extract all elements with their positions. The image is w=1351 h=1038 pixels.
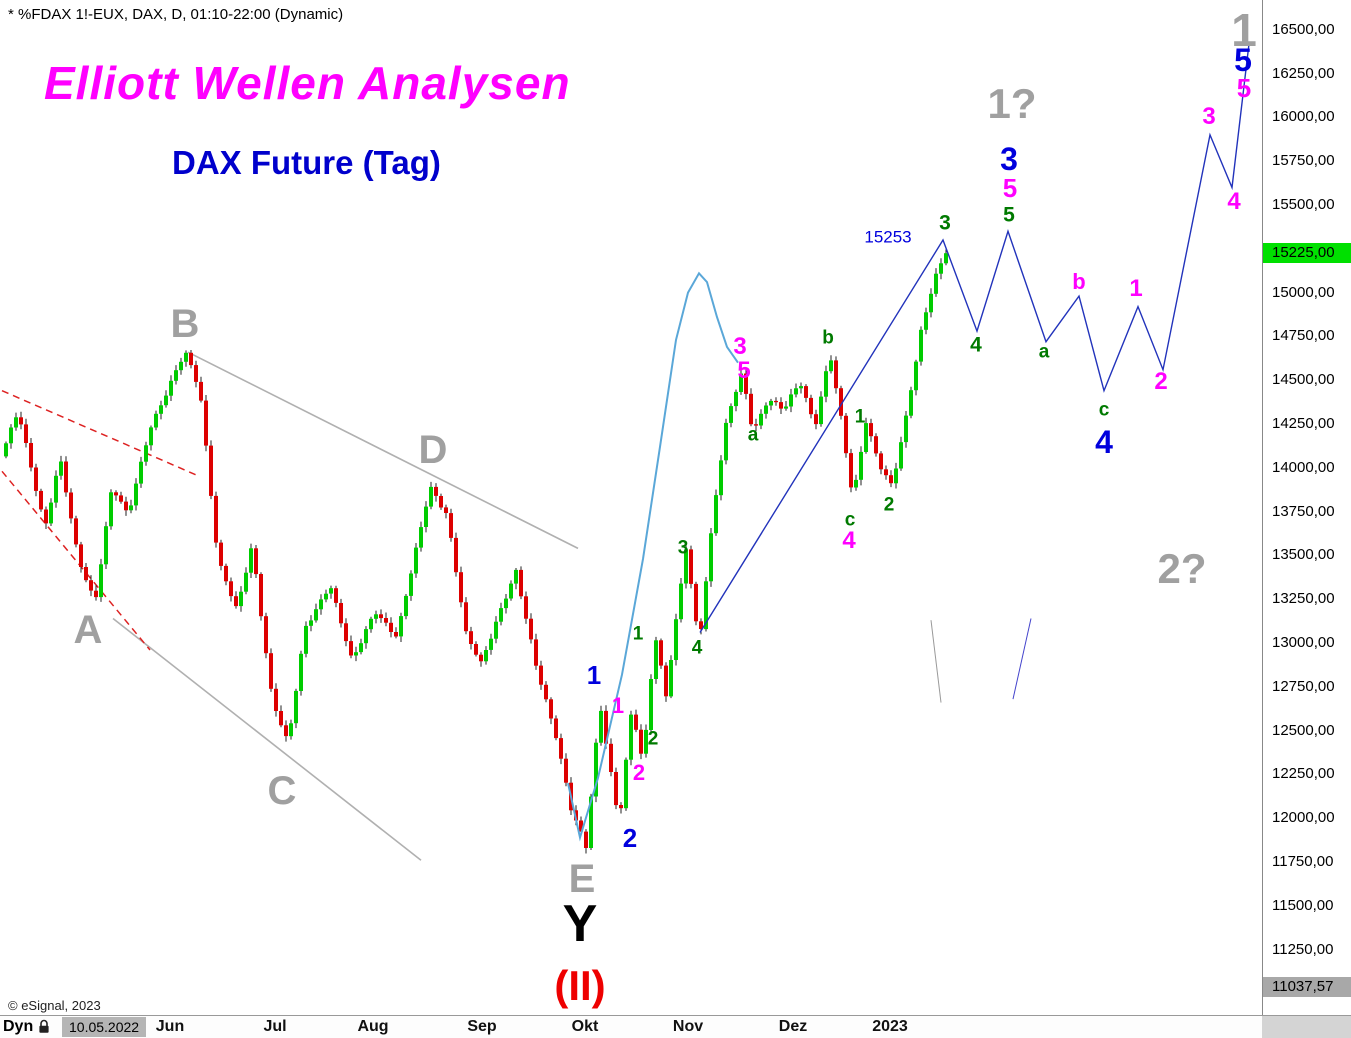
price-axis[interactable]: 16500,00 16250,00 16000,00 15750,00 15500,00…: [1262, 0, 1351, 1015]
month-label: Nov: [672, 1018, 704, 1035]
month-label: Dez: [778, 1018, 808, 1035]
month-label: Jun: [155, 1018, 185, 1035]
wave-label[interactable]: 3: [677, 537, 689, 559]
cyan-wave-curve: [567, 271, 739, 842]
price-tick: 13500,00: [1272, 546, 1335, 564]
price-tick: 15500,00: [1272, 196, 1335, 213]
wave-label[interactable]: 1: [1129, 275, 1143, 303]
wave-label[interactable]: 1: [586, 660, 602, 691]
dyn-mode-button[interactable]: Dyn: [3, 1018, 34, 1035]
wave-label[interactable]: c: [844, 509, 856, 530]
price-tick: 16000,00: [1272, 108, 1335, 126]
price-tick: 11250,00: [1272, 940, 1334, 958]
wave-label[interactable]: 2: [647, 728, 659, 750]
price-tick: 15000,00: [1272, 283, 1335, 301]
scroll-start-date[interactable]: 10.05.2022: [62, 1017, 147, 1037]
price-tick: 13250,00: [1272, 590, 1335, 608]
chart-plot-area[interactable]: B A C D E 1? 2? 1 Y (II) 15253 1 2 3 4 5 1 2 3 5 4 5 b 1 2 3 4 5 1 2 3…: [0, 0, 1262, 1015]
month-label: 2023: [872, 1018, 908, 1035]
analysis-subtitle[interactable]: DAX Future (Tag): [172, 144, 441, 181]
wave-label[interactable]: 4: [970, 333, 982, 357]
candlestick-series: [4, 249, 948, 854]
faint-line-segment: [930, 620, 942, 703]
month-label: Okt: [571, 1018, 599, 1035]
price-tick: 15750,00: [1272, 152, 1335, 170]
wave-label[interactable]: C: [267, 769, 297, 814]
analysis-title[interactable]: Elliott Wellen Analysen: [44, 57, 571, 109]
wave-label[interactable]: 2: [622, 822, 638, 853]
wave-label[interactable]: 5: [1003, 203, 1015, 227]
wave-label[interactable]: 3: [1000, 141, 1018, 178]
wave-label[interactable]: 5: [1002, 172, 1018, 203]
wave-label[interactable]: b: [1072, 269, 1086, 295]
price-tick: 14250,00: [1272, 415, 1335, 432]
price-tick: 14500,00: [1272, 371, 1335, 389]
wave-label[interactable]: 4: [691, 637, 703, 659]
wave-label[interactable]: 2?: [1157, 545, 1207, 593]
month-label: Aug: [357, 1018, 389, 1035]
wave-label[interactable]: B: [170, 302, 200, 347]
price-tick: 11750,00: [1272, 853, 1334, 870]
wave-label[interactable]: 3: [733, 332, 747, 360]
wave-label[interactable]: (II): [554, 962, 606, 1010]
price-tick: 11500,00: [1272, 896, 1334, 914]
wave-label[interactable]: b: [822, 327, 834, 349]
price-tick: 12750,00: [1272, 677, 1335, 695]
axis-corner: [1262, 1016, 1351, 1038]
price-tick: 12250,00: [1272, 765, 1335, 783]
month-label: Jul: [263, 1018, 287, 1035]
wave-label[interactable]: 4: [1095, 423, 1113, 460]
wave-label[interactable]: 4: [842, 527, 856, 555]
wave-label[interactable]: 3: [939, 211, 951, 234]
time-axis-bar: Dyn 10.05.2022 Jun Jul Aug Sep Okt Nov Dez 2023: [0, 1015, 1351, 1038]
price-tick: 14000,00: [1272, 458, 1335, 476]
wave-label[interactable]: 3: [1202, 103, 1216, 131]
wave-label[interactable]: 2: [883, 494, 895, 516]
red-dashed-channel-line: [1, 470, 151, 651]
wave-label[interactable]: 2: [1154, 368, 1168, 395]
wave-label[interactable]: 1: [1231, 3, 1257, 56]
wave-label[interactable]: 4: [1227, 187, 1241, 215]
price-tick: 12500,00: [1272, 721, 1335, 739]
price-tick: 16250,00: [1272, 64, 1335, 82]
wave-label[interactable]: a: [747, 424, 759, 445]
month-label: Sep: [467, 1018, 497, 1035]
wave-label[interactable]: 2: [632, 759, 646, 785]
price-tick: 13000,00: [1272, 634, 1335, 651]
wave-label[interactable]: a: [1038, 341, 1050, 363]
price-tick: 14750,00: [1272, 327, 1335, 345]
wave-labels-layer: B A C D E 1? 2? 1 Y (II) 15253 1 2 3 4 5 1 2 3 5 4 5 b 1 2 3 4 5 1 2 3…: [73, 3, 1257, 1010]
price-tick: 16500,00: [1272, 20, 1335, 38]
price-tick: 13750,00: [1272, 502, 1335, 520]
copyright-notice: © eSignal, 2023: [8, 998, 101, 1013]
lock-icon[interactable]: [38, 1019, 50, 1038]
wave-label[interactable]: Y: [562, 895, 598, 954]
wave-label[interactable]: c: [1098, 399, 1110, 421]
wave-label[interactable]: 1: [611, 693, 625, 719]
faint-line-segment: [1012, 618, 1032, 700]
wave-label[interactable]: 1: [632, 623, 644, 645]
wave-label[interactable]: 1?: [987, 80, 1037, 128]
chart-canvas[interactable]: [0, 0, 1262, 1015]
wave-label[interactable]: 5: [1234, 41, 1252, 78]
wave-label[interactable]: D: [418, 428, 448, 473]
wave-label[interactable]: 1: [854, 406, 866, 428]
gray-trendline: [187, 351, 579, 550]
wave-label[interactable]: A: [73, 607, 103, 652]
wave-label[interactable]: 15253: [864, 227, 912, 247]
gray-trendline: [112, 617, 422, 861]
instrument-title: * %FDAX 1!-EUX, DAX, D, 01:10-22:00 (Dyn…: [8, 6, 344, 23]
price-tick: 12000,00: [1272, 809, 1335, 827]
session-low-tag: 11037,57: [1263, 976, 1351, 997]
wave-label[interactable]: 5: [1236, 72, 1252, 103]
blue-projection-zigzag: [699, 43, 1250, 633]
wave-label[interactable]: E: [568, 856, 596, 901]
wave-label[interactable]: 5: [737, 357, 751, 385]
current-price-tag: 15225,00: [1263, 243, 1351, 264]
